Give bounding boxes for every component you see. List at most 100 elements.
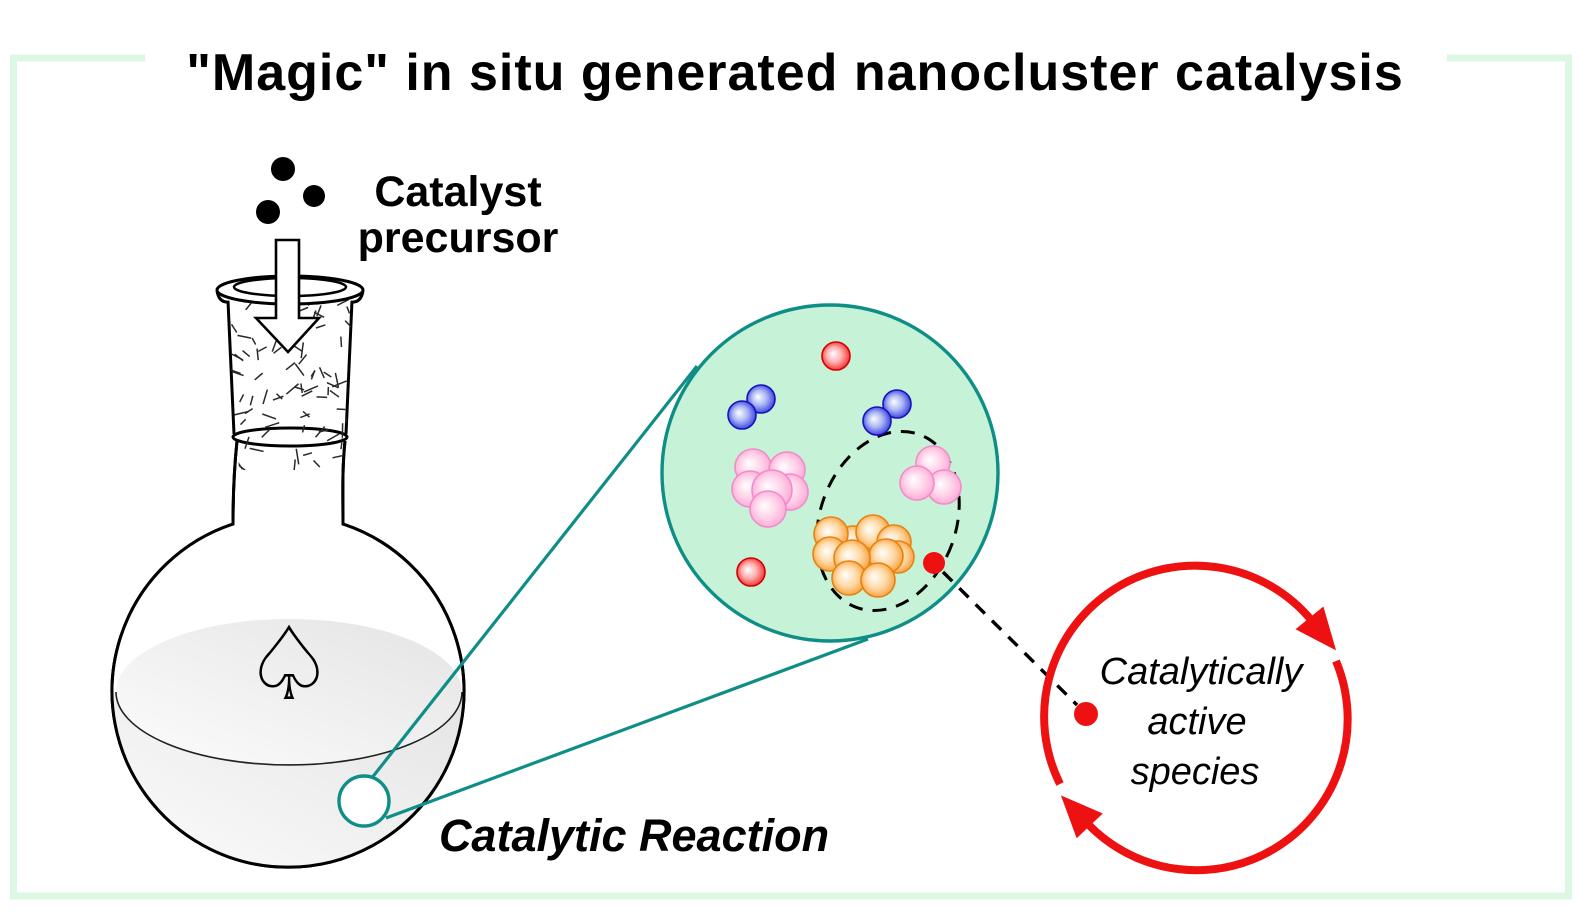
texture-dash bbox=[310, 370, 316, 380]
texture-dash bbox=[298, 354, 308, 365]
texture-dash bbox=[323, 371, 332, 378]
joint-wall-left bbox=[226, 300, 236, 435]
texture-dash bbox=[239, 418, 247, 426]
texture-dash bbox=[254, 372, 264, 381]
catalyst-precursor-line2: precursor bbox=[358, 214, 559, 262]
sphere-pink bbox=[899, 465, 935, 501]
magnifier-origin-circle bbox=[337, 774, 391, 828]
cycle-arc-right-bottom bbox=[1060, 659, 1352, 875]
texture-dash bbox=[346, 306, 351, 314]
texture-dash bbox=[264, 421, 280, 429]
texture-dash bbox=[301, 425, 306, 433]
texture-dash bbox=[261, 428, 271, 438]
precursor-dot bbox=[303, 185, 325, 207]
texture-dash bbox=[331, 380, 347, 388]
catalytic-cycle: Catalytically active species bbox=[1040, 561, 1352, 875]
texture-dash bbox=[257, 346, 268, 353]
texture-dash bbox=[340, 336, 343, 348]
cycle-label-line1: Catalytically bbox=[1100, 651, 1305, 693]
sphere-blue bbox=[862, 406, 892, 436]
texture-dash bbox=[303, 385, 319, 393]
cycle-label-line2: active bbox=[1147, 701, 1246, 743]
liquid-surface bbox=[116, 619, 462, 765]
active-species-dots bbox=[923, 552, 1098, 726]
catalyst-precursor-line1: Catalyst bbox=[374, 168, 541, 216]
texture-dash bbox=[262, 413, 277, 420]
down-arrow-icon bbox=[252, 238, 322, 354]
texture-dash bbox=[272, 395, 284, 401]
joint-lip-right bbox=[350, 290, 365, 304]
title-backing bbox=[145, 24, 1447, 108]
sphere-pink bbox=[749, 490, 787, 528]
texture-dash bbox=[300, 342, 305, 359]
cycle-label-line3: species bbox=[1131, 751, 1260, 793]
texture-dash bbox=[251, 337, 257, 345]
texture-dash bbox=[294, 363, 305, 377]
catalytic-reaction-label: Catalytic Reaction bbox=[439, 810, 829, 861]
texture-dash bbox=[234, 410, 249, 416]
catalyst-precursor-label: Catalyst precursor bbox=[358, 168, 559, 262]
texture-dash bbox=[237, 334, 252, 339]
sphere-red bbox=[821, 341, 851, 371]
texture-dash bbox=[285, 362, 296, 371]
texture-dash bbox=[271, 340, 277, 352]
texture-dash bbox=[285, 383, 300, 395]
texture-dash bbox=[244, 408, 254, 415]
texture-dash bbox=[249, 395, 254, 406]
sphere-red bbox=[736, 557, 766, 587]
texture-dash bbox=[234, 353, 244, 362]
round-bottom-flask: ♤ bbox=[110, 157, 466, 869]
joint-bottom-rim bbox=[231, 426, 349, 448]
sphere-blue bbox=[746, 384, 776, 414]
sphere-orange bbox=[860, 562, 896, 598]
active-species-dot bbox=[1074, 702, 1098, 726]
texture-dash bbox=[314, 426, 326, 438]
texture-dash bbox=[301, 390, 313, 397]
texture-dash bbox=[313, 311, 325, 318]
texture-dash bbox=[336, 408, 346, 411]
texture-dash bbox=[275, 393, 283, 400]
texture-dash bbox=[344, 320, 352, 327]
precursor-dot bbox=[256, 200, 280, 224]
texture-dash bbox=[256, 348, 260, 361]
sphere-blue bbox=[882, 389, 912, 419]
texture-dash bbox=[232, 371, 244, 377]
sphere-blue bbox=[727, 400, 757, 430]
magnifier-line-upper bbox=[369, 365, 699, 780]
texture-dash bbox=[244, 436, 250, 450]
page-title: "Magic" in situ generated nanocluster ca… bbox=[186, 44, 1404, 102]
texture-dash bbox=[273, 346, 282, 354]
active-species-dot bbox=[923, 552, 945, 574]
texture-dash bbox=[239, 394, 245, 403]
joint-wall-right bbox=[344, 300, 354, 435]
texture-dash bbox=[302, 410, 311, 418]
texture-dash bbox=[230, 323, 238, 333]
nanoparticle-spheres bbox=[727, 341, 962, 598]
spade-icon: ♤ bbox=[243, 605, 334, 724]
magnifier bbox=[337, 365, 869, 828]
texture-dash bbox=[315, 324, 326, 329]
active-species-connector bbox=[941, 570, 1079, 707]
active-region-dashed-ellipse bbox=[815, 429, 961, 613]
magnified-view bbox=[660, 303, 1000, 643]
texture-dash bbox=[295, 448, 300, 465]
magnifier-line-lower bbox=[385, 637, 869, 820]
texture-dash bbox=[293, 459, 296, 470]
liquid-front-edge bbox=[115, 691, 463, 766]
texture-dash bbox=[262, 389, 269, 405]
texture-dash bbox=[318, 366, 325, 379]
cycle-arc-left-top bbox=[1040, 561, 1337, 786]
precursor-dots bbox=[256, 157, 325, 224]
texture-dash bbox=[294, 386, 305, 391]
texture-dash bbox=[326, 433, 340, 442]
texture-dash bbox=[340, 441, 343, 450]
texture-dash bbox=[302, 452, 313, 457]
texture-dash bbox=[312, 459, 321, 468]
texture-dash bbox=[336, 300, 351, 307]
texture-dash bbox=[312, 310, 317, 318]
texture-dash bbox=[326, 382, 339, 389]
texture-dash bbox=[300, 413, 310, 419]
texture-dash bbox=[249, 447, 264, 453]
texture-dash bbox=[242, 349, 251, 358]
